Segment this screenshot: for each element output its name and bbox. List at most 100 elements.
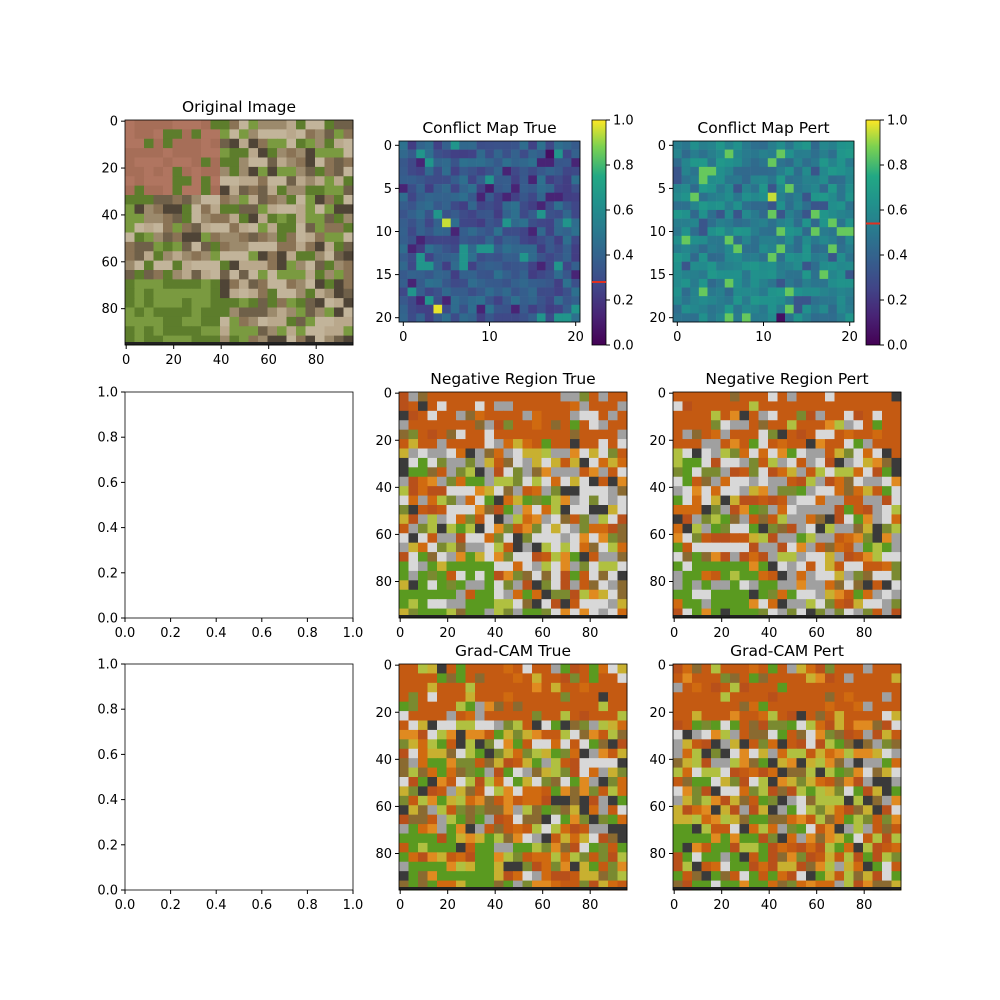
heatmap-cell — [690, 287, 700, 297]
image-pixel — [682, 523, 693, 534]
image-pixel — [296, 166, 306, 177]
image-pixel — [541, 542, 552, 553]
image-pixel — [598, 457, 609, 468]
heatmap-cell — [519, 201, 529, 211]
image-pixel — [787, 861, 797, 872]
heatmap-cell — [545, 149, 555, 159]
x-tick-label: 0 — [670, 898, 678, 913]
heatmap-cell — [759, 166, 769, 176]
image-pixel — [315, 232, 325, 243]
image-pixel — [258, 326, 268, 337]
heatmap-cell — [776, 304, 786, 314]
image-pixel — [825, 824, 835, 834]
image-pixel — [739, 401, 750, 412]
heatmap-cell — [845, 244, 855, 254]
image-pixel — [522, 852, 533, 863]
image-pixel — [522, 824, 533, 834]
image-pixel — [673, 523, 683, 534]
image-pixel — [758, 589, 769, 600]
image-pixel — [891, 871, 902, 882]
image-pixel — [787, 561, 797, 572]
image-pixel — [210, 185, 221, 196]
heatmap-cell — [407, 158, 417, 168]
image-pixel — [787, 420, 797, 431]
image-pixel — [787, 805, 797, 816]
image-pixel — [749, 758, 759, 769]
heatmap-cell — [767, 304, 777, 314]
image-pixel — [503, 805, 514, 816]
image-pixel — [730, 476, 740, 487]
image-pixel — [465, 824, 476, 834]
heatmap-cell — [424, 287, 434, 297]
image-pixel — [532, 777, 542, 787]
image-pixel — [484, 871, 495, 882]
image-pixel — [484, 795, 495, 806]
image-pixel — [427, 711, 438, 721]
heatmap-cell — [724, 244, 734, 254]
image-pixel — [891, 682, 902, 693]
image-pixel — [315, 270, 325, 280]
heatmap-cell — [416, 244, 426, 254]
image-pixel — [617, 682, 628, 693]
heatmap-cell — [681, 313, 691, 323]
image-pixel — [201, 241, 211, 252]
heatmap-cell — [519, 287, 529, 297]
image-pixel — [522, 486, 533, 497]
image-pixel — [768, 561, 778, 572]
image-pixel — [598, 552, 609, 562]
image-pixel — [579, 701, 590, 712]
image-pixel — [201, 213, 211, 224]
image-pixel — [825, 570, 835, 581]
image-pixel — [570, 833, 580, 844]
image-pixel — [437, 467, 447, 478]
image-pixel — [513, 552, 523, 562]
image-pixel — [182, 176, 192, 187]
image-pixel — [806, 767, 816, 778]
image-pixel — [494, 711, 504, 721]
image-pixel — [418, 767, 428, 778]
image-pixel — [872, 505, 883, 515]
heatmap-cell — [536, 278, 546, 288]
image-pixel — [172, 279, 183, 290]
image-pixel — [806, 476, 816, 487]
image-pixel — [560, 795, 571, 806]
image-pixel — [617, 608, 628, 619]
image-pixel — [608, 720, 618, 731]
image-pixel — [437, 739, 447, 750]
heatmap-cell — [716, 158, 726, 168]
x-tick-label: 40 — [487, 898, 504, 913]
image-pixel — [796, 495, 807, 506]
heatmap-cell — [707, 270, 717, 280]
heatmap-cell — [810, 296, 820, 306]
heatmap-cell — [845, 304, 855, 314]
image-pixel — [239, 148, 249, 158]
image-pixel — [844, 608, 854, 619]
heatmap-cell — [836, 235, 846, 245]
image-pixel — [210, 157, 221, 168]
heatmap-cell — [450, 261, 460, 271]
heatmap-cell — [767, 192, 777, 202]
image-pixel — [343, 279, 354, 290]
image-pixel — [853, 533, 864, 544]
image-pixel — [446, 748, 457, 759]
image-pixel — [277, 176, 287, 187]
image-pixel — [844, 871, 854, 882]
image-pixel — [201, 223, 211, 233]
image-pixel — [560, 392, 571, 402]
heatmap-cell — [681, 253, 691, 262]
image-pixel — [863, 673, 873, 684]
image-pixel — [682, 467, 693, 478]
image-pixel — [551, 495, 561, 506]
heatmap-cell — [741, 235, 751, 245]
image-pixel — [446, 429, 457, 440]
image-pixel — [711, 439, 721, 449]
image-pixel — [720, 824, 731, 834]
heatmap-cell — [767, 218, 777, 228]
image-pixel — [853, 486, 864, 497]
image-pixel — [315, 307, 325, 318]
image-pixel — [475, 805, 485, 816]
image-pixel — [863, 786, 873, 797]
heatmap-cell — [433, 235, 443, 245]
image-pixel — [134, 251, 145, 262]
image-pixel — [134, 195, 145, 205]
